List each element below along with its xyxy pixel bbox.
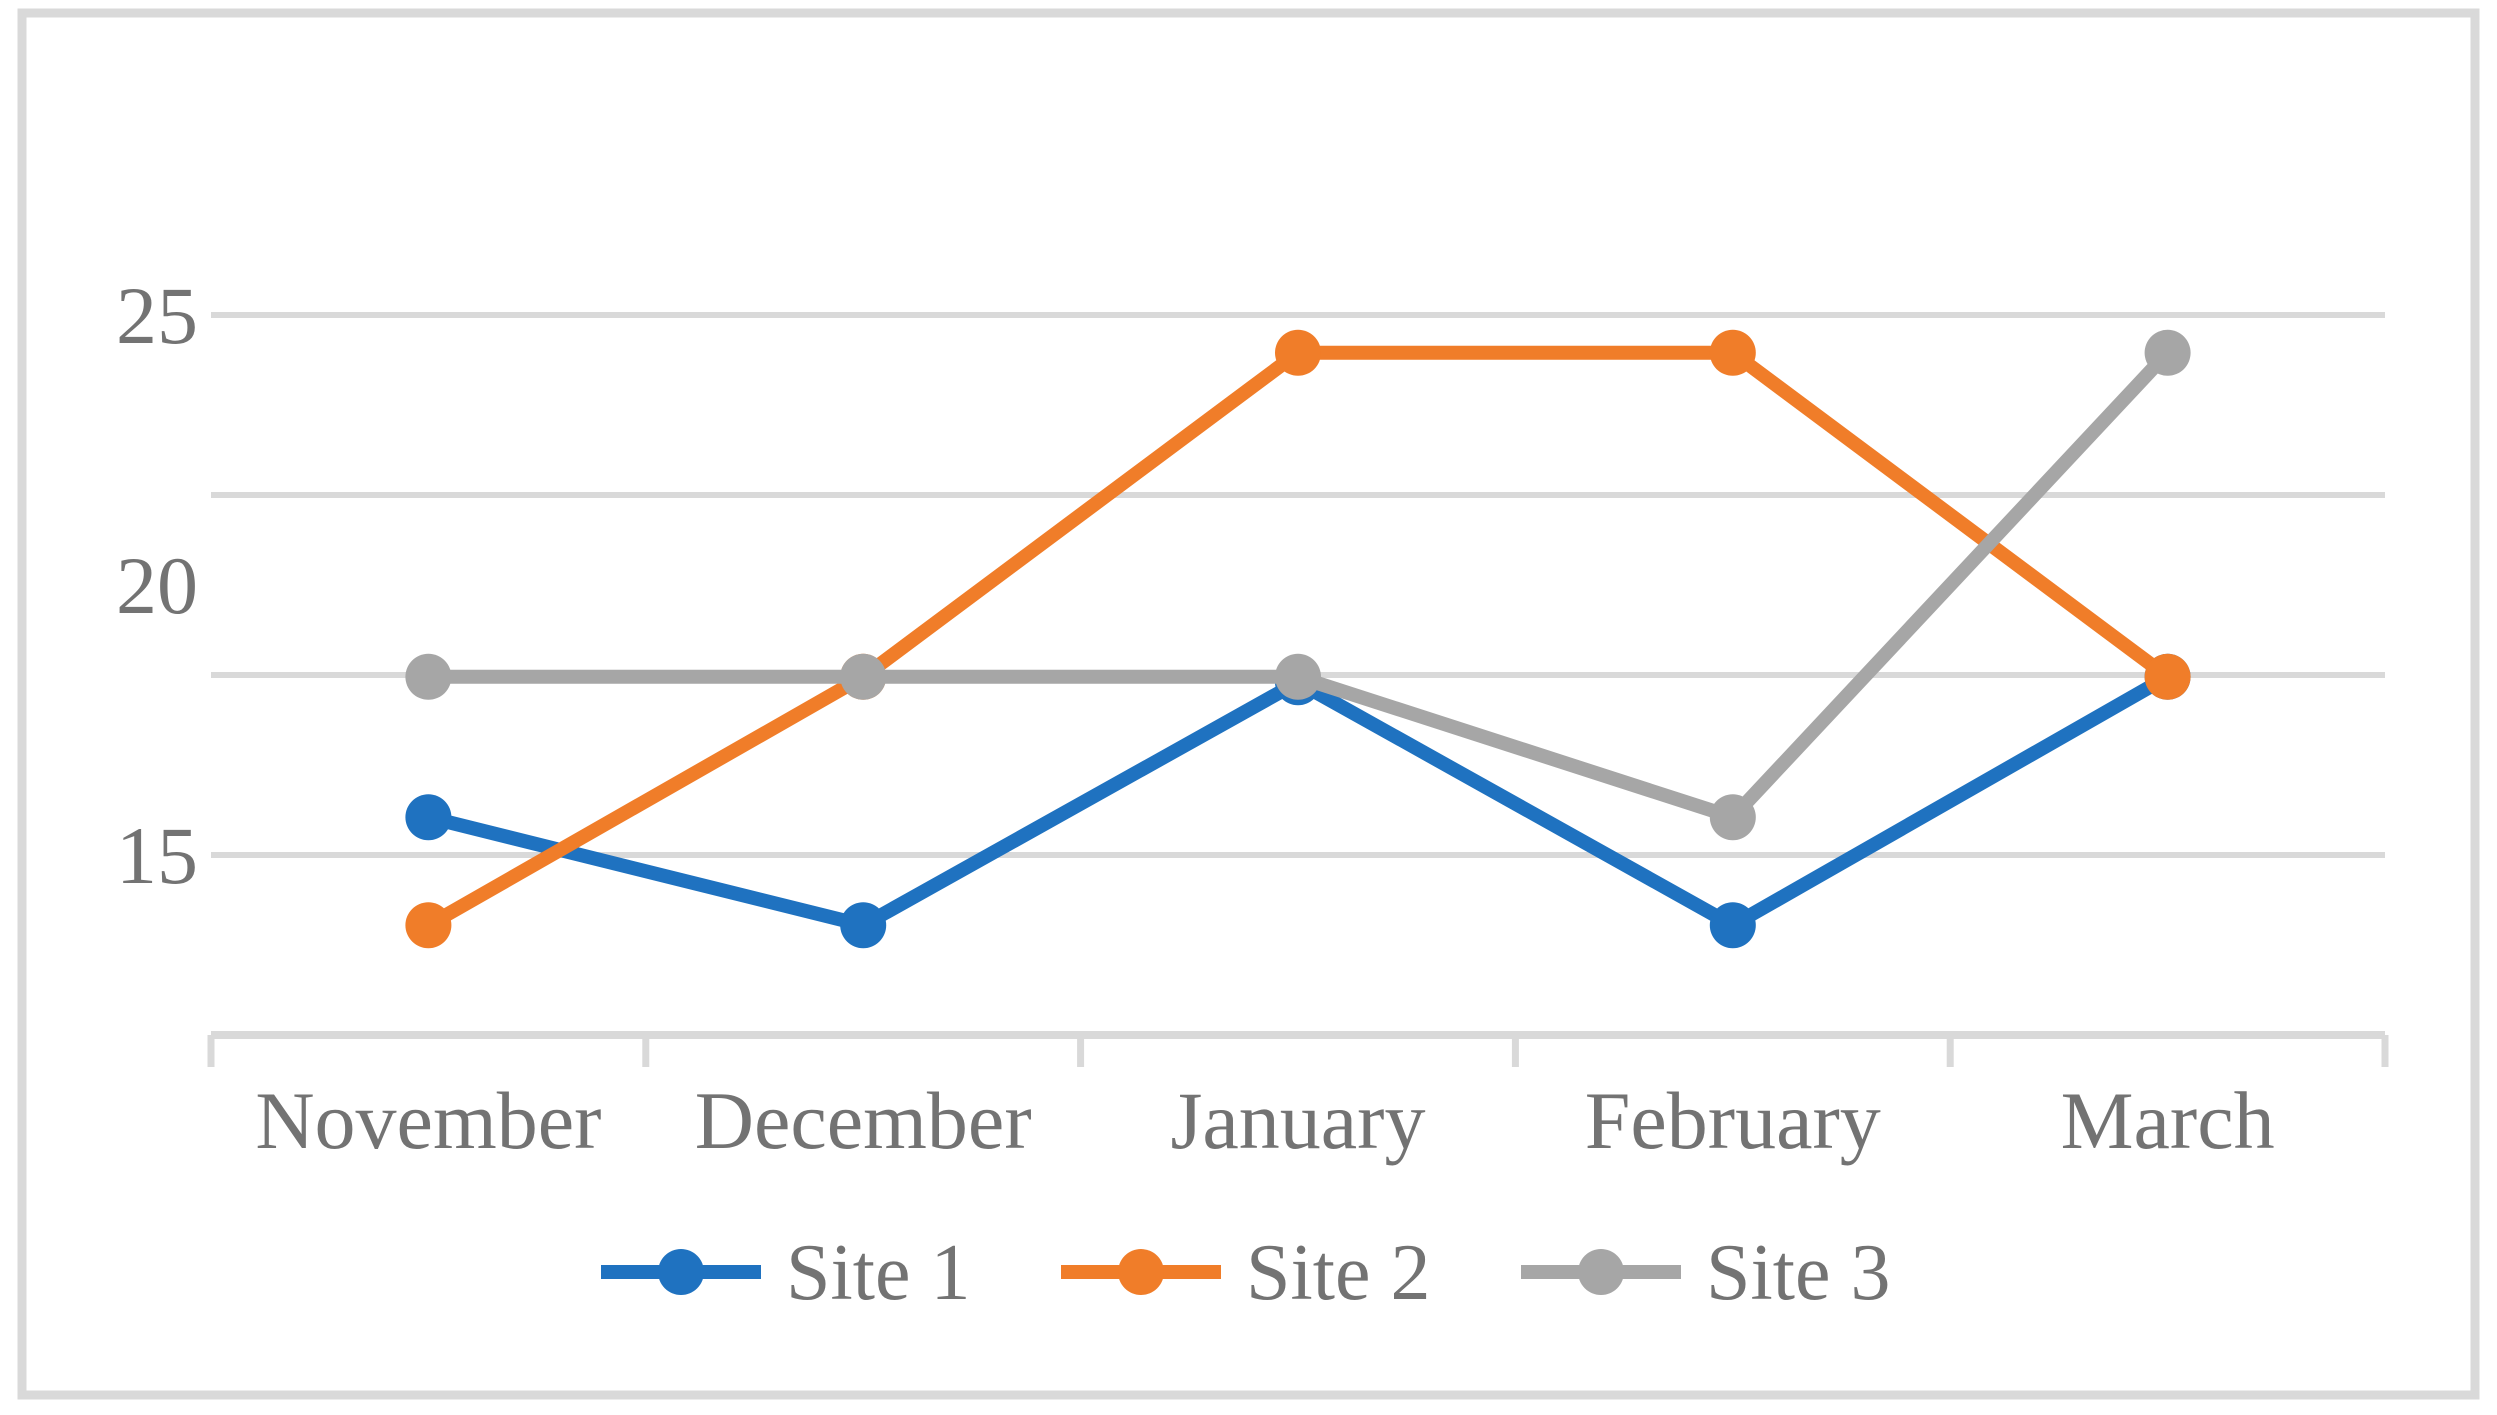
y-axis-label-20: 20: [116, 540, 198, 631]
x-axis-label-january: January: [1170, 1075, 1425, 1166]
y-axis-label-15: 15: [116, 810, 198, 901]
data-point-site-1-february: [1709, 902, 1756, 949]
legend-swatch-marker-site-2: [1118, 1249, 1164, 1295]
data-point-site-1-december: [840, 902, 887, 949]
legend-item-site-1: Site 1: [601, 1229, 970, 1317]
x-axis-label-march: March: [2061, 1075, 2275, 1166]
legend-item-site-3: Site 3: [1521, 1229, 1890, 1317]
legend-swatch-marker-site-1: [658, 1249, 704, 1295]
data-point-site-3-december: [840, 653, 887, 700]
x-axis-label-february: February: [1585, 1075, 1881, 1166]
data-point-site-3-november: [405, 653, 452, 700]
data-point-site-2-november: [405, 902, 452, 949]
legend-label-site-2: Site 2: [1246, 1229, 1430, 1317]
series-site-3: [405, 329, 2191, 841]
data-point-site-2-march: [2144, 653, 2191, 700]
data-point-site-3-january: [1275, 653, 1321, 700]
data-point-site-1-november: [405, 794, 452, 841]
data-point-site-3-february: [1709, 794, 1756, 841]
figure-border: [17, 8, 2480, 1400]
y-axis-label-25: 25: [116, 270, 198, 361]
x-axis-label-november: November: [255, 1075, 601, 1166]
legend-label-site-3: Site 3: [1706, 1229, 1890, 1317]
legend-label-site-1: Site 1: [786, 1229, 970, 1317]
data-point-site-2-february: [1709, 329, 1756, 376]
data-point-site-3-march: [2144, 329, 2191, 376]
legend-swatch-marker-site-3: [1578, 1249, 1624, 1295]
legend: Site 1 Site 2 Site 3: [601, 1229, 1890, 1317]
x-axis-label-december: December: [695, 1075, 1032, 1166]
legend-item-site-2: Site 2: [1061, 1229, 1430, 1317]
data-point-site-2-january: [1275, 329, 1321, 376]
